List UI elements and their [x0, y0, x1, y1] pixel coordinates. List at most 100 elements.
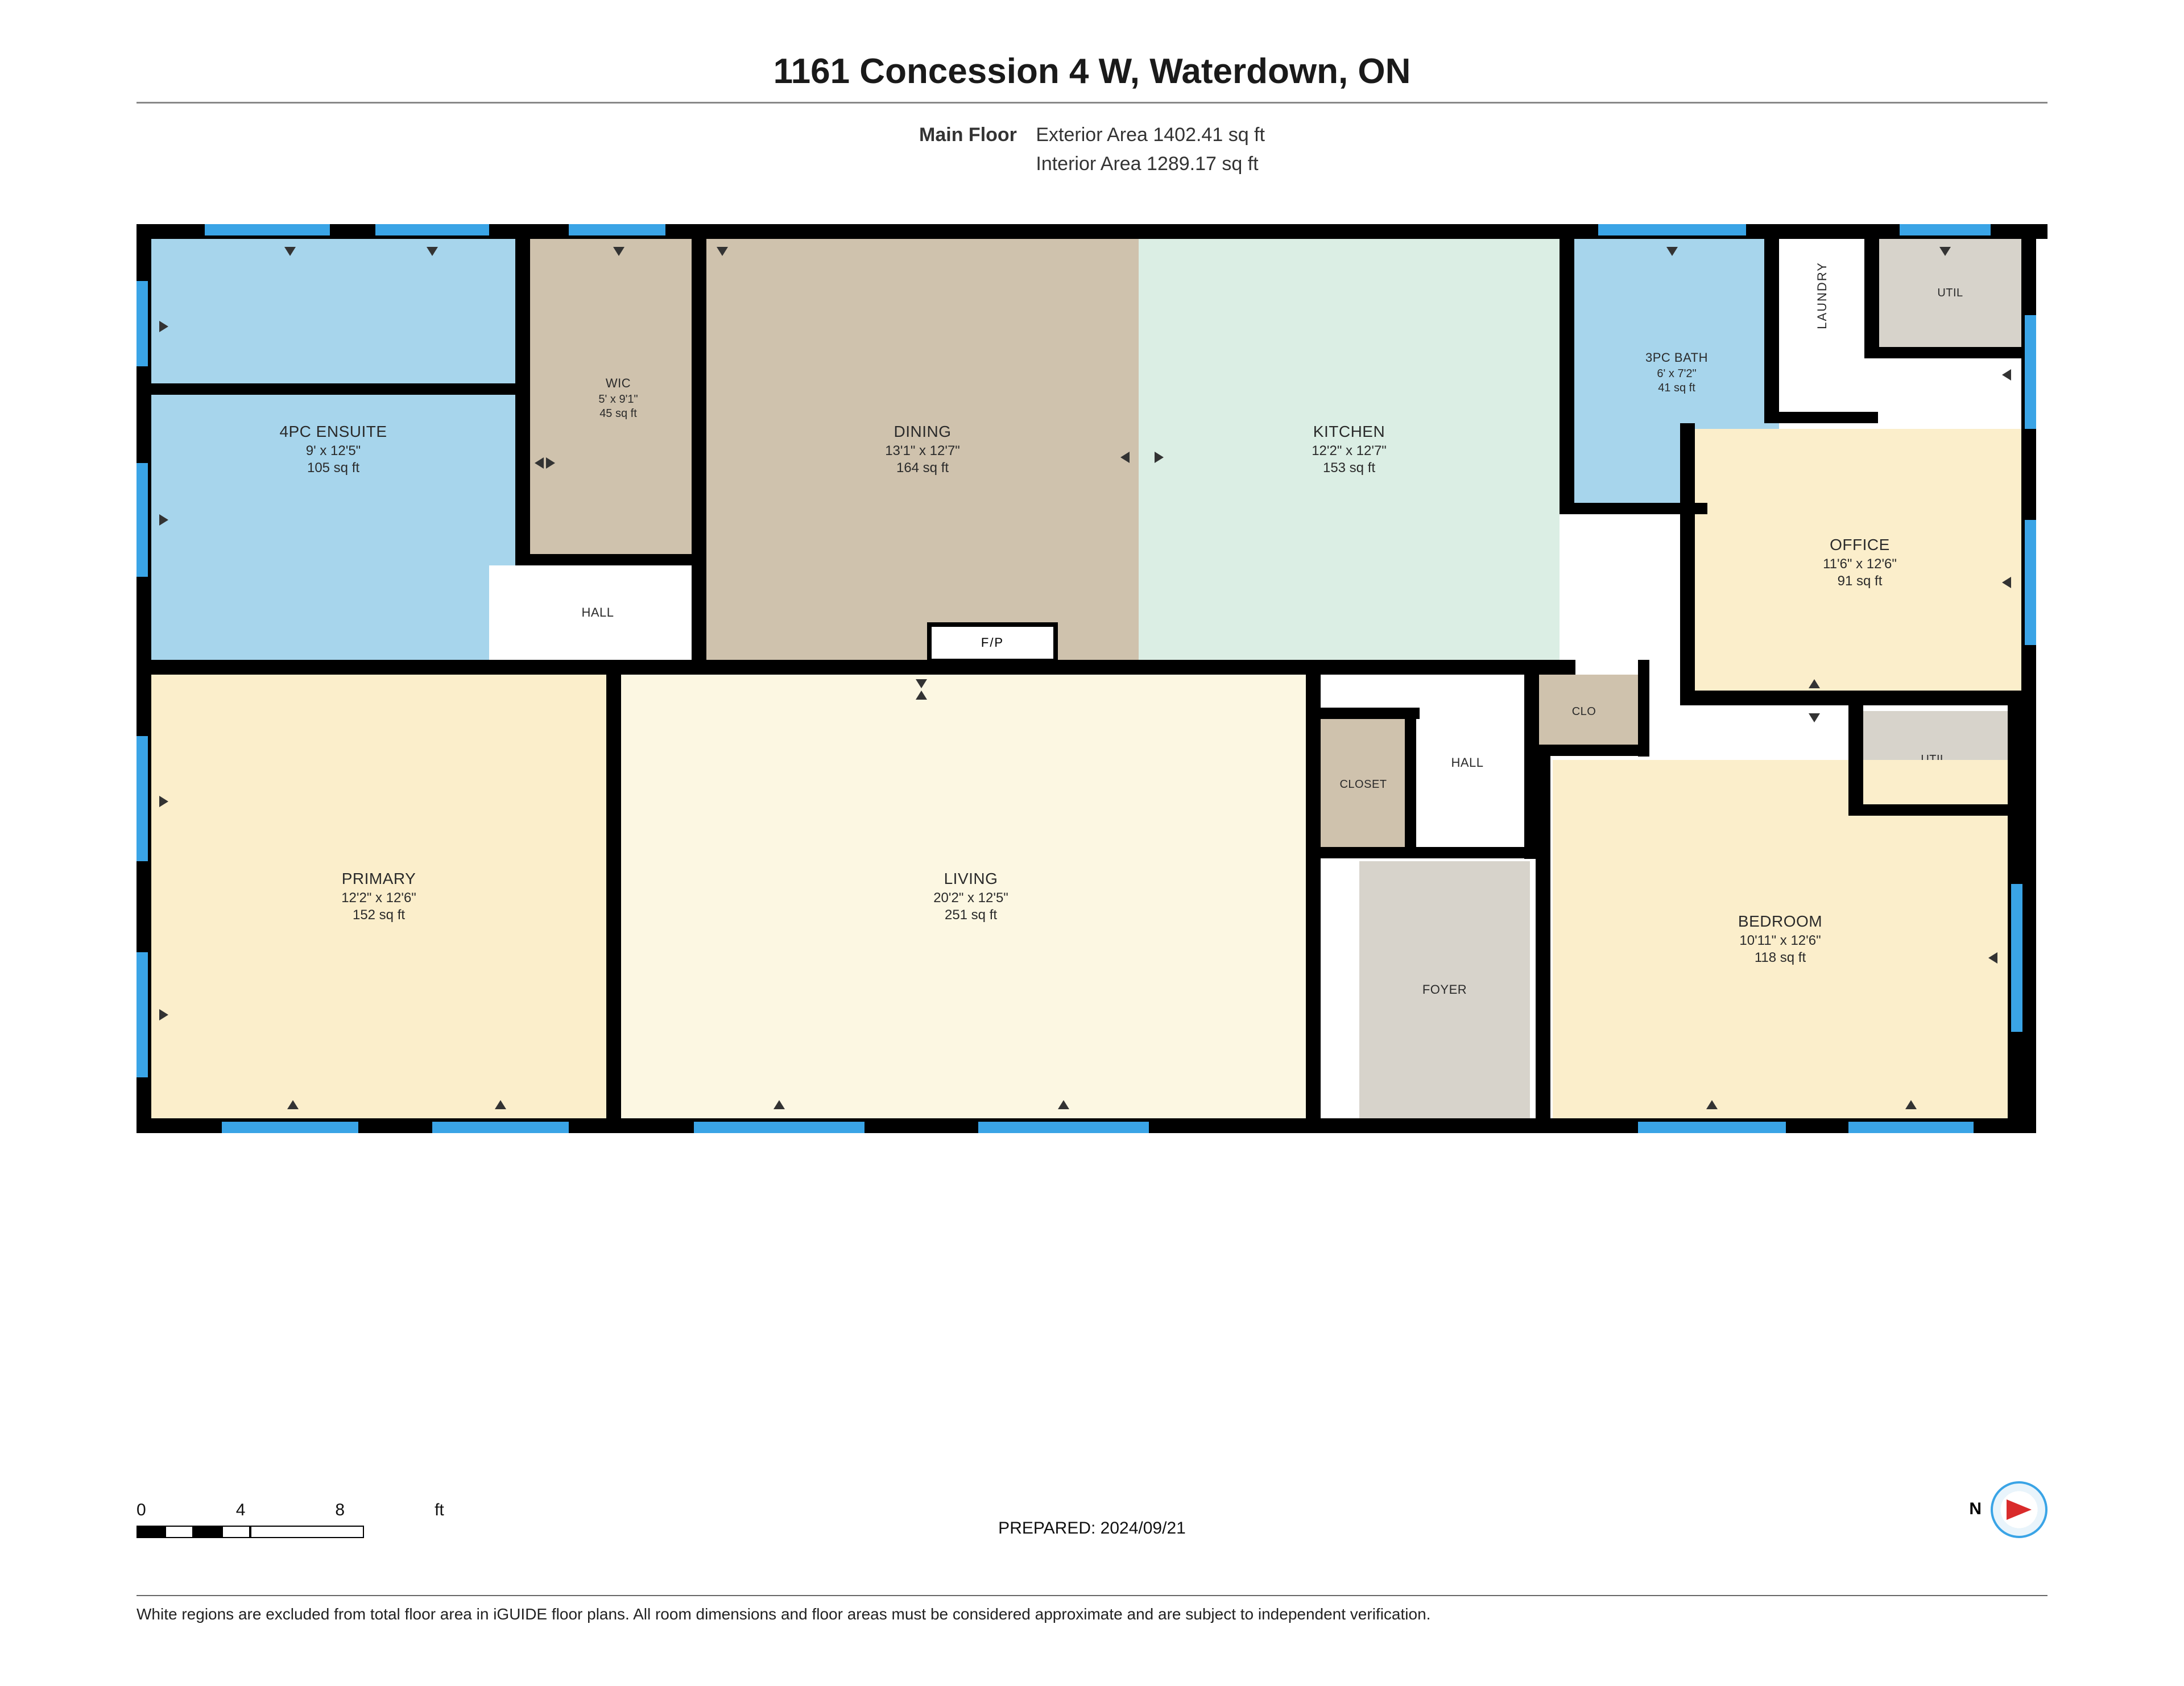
wall — [1764, 224, 1779, 418]
dimension-arrow-icon — [159, 321, 168, 332]
dimension-arrow-icon — [546, 457, 555, 469]
dimension-arrow-icon — [916, 679, 927, 688]
room-dims: 5' x 9'1" — [598, 393, 638, 406]
window — [694, 1122, 864, 1133]
window — [205, 224, 330, 235]
wall — [1306, 847, 1539, 858]
dimension-arrow-icon — [1988, 952, 1997, 964]
wall — [1848, 804, 2022, 816]
room-sqft: 153 sq ft — [1323, 460, 1375, 476]
wall — [1306, 660, 1321, 1133]
room-name: DINING — [894, 423, 952, 441]
room-name: CLOSET — [1339, 778, 1387, 791]
page-title: 1161 Concession 4 W, Waterdown, ON — [136, 51, 2048, 92]
room-dims: 12'2" x 12'6" — [341, 890, 416, 906]
dimension-arrow-icon — [159, 796, 168, 807]
dimension-arrow-icon — [1809, 713, 1820, 722]
dimension-arrow-icon — [1939, 247, 1951, 256]
wall — [1680, 423, 1695, 696]
window — [136, 952, 148, 1077]
disclaimer-text: White regions are excluded from total fl… — [136, 1605, 2048, 1623]
window — [1900, 224, 1991, 235]
floor-plan: 4PC ENSUITE 9' x 12'5"105 sq ft WIC 5' x 9'… — [136, 224, 2048, 1146]
dimension-arrow-icon — [2002, 369, 2011, 381]
window — [1598, 224, 1746, 235]
dimension-arrow-icon — [774, 1100, 785, 1109]
wall — [1764, 412, 1878, 423]
room-name: 4PC ENSUITE — [279, 423, 387, 441]
dimension-arrow-icon — [1120, 452, 1130, 463]
compass-label: N — [1969, 1499, 1982, 1519]
wall — [1405, 708, 1416, 856]
dimension-arrow-icon — [1706, 1100, 1718, 1109]
window — [136, 736, 148, 861]
wall — [1864, 347, 2036, 358]
room-foyer: FOYER — [1359, 861, 1530, 1118]
room-ensuite: 4PC ENSUITE 9' x 12'5"105 sq ft — [151, 239, 515, 660]
dimension-arrow-icon — [2002, 577, 2011, 588]
room-sqft: 118 sq ft — [1755, 950, 1806, 966]
room-wic: WIC5' x 9'1"45 sq ft — [530, 239, 706, 557]
wall — [692, 224, 706, 660]
room-clo: CLO — [1530, 675, 1638, 749]
room-office: OFFICE11'6" x 12'6"91 sq ft — [1695, 429, 2025, 696]
window — [569, 224, 665, 235]
room-sqft: 105 sq ft — [307, 460, 359, 476]
dimension-arrow-icon — [613, 247, 624, 256]
window — [2025, 520, 2036, 645]
room-dims: 12'2" x 12'7" — [1312, 443, 1387, 459]
compass-icon — [1991, 1481, 2048, 1538]
dimension-arrow-icon — [1666, 247, 1678, 256]
area-summary: Main Floor Exterior Area 1402.41 sq ft M… — [136, 121, 2048, 179]
dimension-arrow-icon — [717, 247, 728, 256]
room-name: 3PC BATH — [1645, 350, 1708, 365]
fireplace: F/P — [927, 622, 1058, 663]
wall — [1560, 224, 1574, 509]
room-dims: 9' x 12'5" — [306, 443, 361, 459]
room-name: HALL — [1451, 755, 1483, 770]
room-sqft: 164 sq ft — [896, 460, 949, 476]
room-name: OFFICE — [1830, 536, 1890, 554]
room-sqft: 251 sq ft — [945, 907, 997, 923]
wall — [136, 383, 530, 395]
room-dims: 6' x 7'2" — [1657, 367, 1696, 381]
window — [222, 1122, 358, 1133]
room-name: CLO — [1572, 705, 1596, 718]
room-name: KITCHEN — [1313, 423, 1385, 441]
room-dims: 10'11" x 12'6" — [1739, 933, 1821, 949]
dimension-arrow-icon — [1809, 679, 1820, 688]
room-living: LIVING 20'2" x 12'5"251 sq ft — [621, 675, 1321, 1118]
room-name: UTIL — [1937, 287, 1963, 300]
dimension-arrow-icon — [284, 247, 296, 256]
room-name: WIC — [606, 376, 631, 391]
window — [375, 224, 489, 235]
room-dims: 13'1" x 12'7" — [885, 443, 960, 459]
wall — [1536, 745, 1550, 1133]
dimension-arrow-icon — [916, 691, 927, 700]
window — [1638, 1122, 1786, 1133]
room-dining: DINING 13'1" x 12'7"164 sq ft — [706, 239, 1139, 660]
dimension-arrow-icon — [1155, 452, 1164, 463]
scale-tick-2: 8 — [335, 1501, 345, 1520]
room-sqft: 152 sq ft — [353, 907, 405, 923]
room-dims: 20'2" x 12'5" — [933, 890, 1008, 906]
interior-area: Interior Area 1289.17 sq ft — [1036, 153, 1258, 175]
dimension-arrow-icon — [495, 1100, 506, 1109]
dimension-arrow-icon — [1058, 1100, 1069, 1109]
room-name: LIVING — [944, 870, 998, 888]
window — [2025, 315, 2036, 429]
scale-tick-1: 4 — [236, 1501, 246, 1520]
room-name: BEDROOM — [1738, 912, 1822, 931]
wall — [1864, 224, 1879, 356]
room-label-laundry: LAUNDRY — [1815, 262, 1830, 329]
dimension-arrow-icon — [287, 1100, 299, 1109]
room-hall1: HALL — [489, 565, 706, 660]
room-sqft: 41 sq ft — [1658, 382, 1695, 395]
room-kitchen: KITCHEN 12'2" x 12'7"153 sq ft — [1139, 239, 1560, 660]
disclaimer-rule — [136, 1595, 2048, 1596]
window — [432, 1122, 569, 1133]
window — [2011, 884, 2022, 1032]
wall — [1306, 708, 1420, 719]
wall — [1638, 660, 1649, 757]
wall — [136, 660, 1575, 675]
